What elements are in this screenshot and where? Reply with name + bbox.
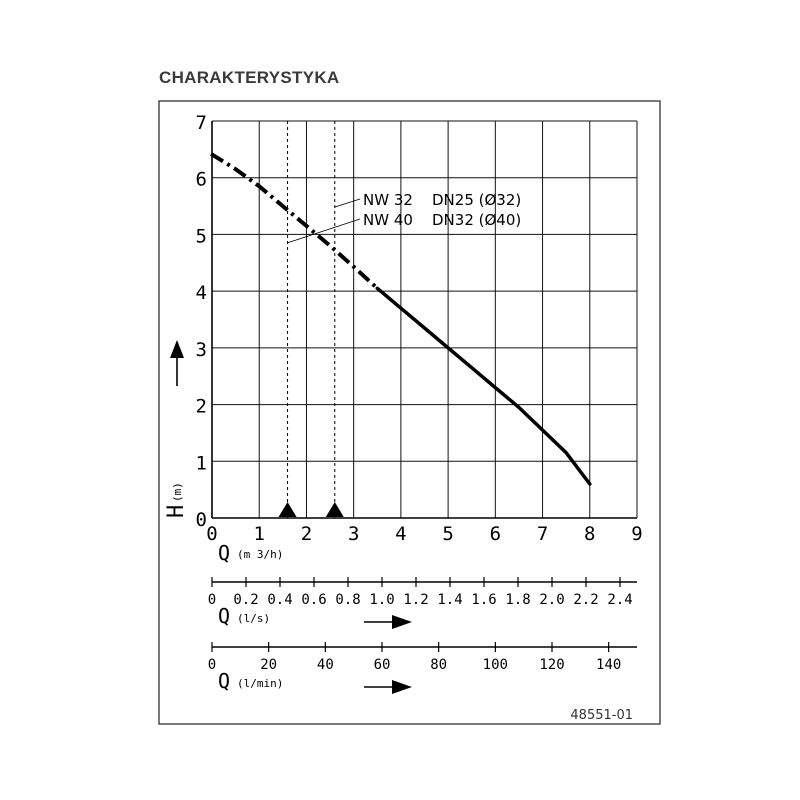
y-tick-label: 3: [196, 339, 207, 361]
x-tick-label: 5: [442, 523, 453, 545]
x2-tick-label: 2.4: [607, 592, 632, 608]
y-axis: 0 1 2 3 4 5 6 7: [196, 112, 207, 531]
pump-curve: [210, 152, 592, 486]
x2-tick-label: 0.6: [301, 592, 326, 608]
page-title: CHARAKTERYSTYKA: [159, 68, 340, 87]
series-label-dn: DN32 (Ø40): [432, 211, 521, 229]
x2-tick-label: 1.2: [403, 592, 428, 608]
x3-arrow-icon: [364, 680, 412, 694]
x-tick-label: 2: [301, 523, 312, 545]
y-arrow-icon: [170, 340, 184, 386]
x2-tick-label: 0.4: [267, 592, 292, 608]
markers: [278, 502, 344, 517]
x-tick-label: 7: [537, 523, 548, 545]
y-tick-label: 0: [196, 509, 207, 531]
x2-tick-label: 2.2: [573, 592, 598, 608]
x3-tick-label: 80: [430, 657, 447, 673]
x-tick-label: 9: [631, 523, 642, 545]
y-tick-label: 5: [196, 225, 207, 247]
x-tick-label: 6: [490, 523, 501, 545]
series-label-nw: NW 32: [363, 191, 413, 209]
series-leader-line: [334, 198, 361, 208]
x2-axis-unit: (l/s): [237, 612, 270, 625]
triangle-marker-icon: [278, 502, 297, 517]
series-label-nw: NW 40: [363, 211, 413, 229]
series-leader-line: [286, 218, 361, 244]
series-labels: NW 32 DN25 (Ø32) NW 40 DN32 (Ø40): [286, 191, 521, 244]
curve-dashdot-segment: [210, 152, 379, 290]
x2-axis-label: Q: [218, 604, 230, 628]
grid: [211, 120, 638, 519]
x-tick-label: 8: [584, 523, 595, 545]
x2-tick-label: 0.2: [233, 592, 258, 608]
x3-tick-label: 0: [208, 657, 216, 673]
y-tick-label: 6: [196, 169, 207, 191]
x2-tick-label: 1.8: [505, 592, 530, 608]
x-tick-label: 3: [348, 523, 359, 545]
x3-tick-label: 120: [539, 657, 564, 673]
dashed-reference-lines: [287, 121, 336, 518]
x2-tick-label: 1.6: [471, 592, 496, 608]
x3-tick-label: 100: [483, 657, 508, 673]
y-axis-unit: (m): [171, 482, 184, 502]
figure-code: 48551-01: [570, 708, 633, 723]
x-axis-m3h: 0 1 2 3 4 5 6 7 8 9: [206, 523, 642, 545]
y-tick-label: 2: [196, 396, 207, 418]
chart-frame: [158, 100, 661, 725]
x3-tick-label: 40: [317, 657, 334, 673]
x3-axis-unit: (l/min): [237, 677, 283, 690]
x3-tick-label: 60: [374, 657, 391, 673]
y-axis-label: H: [164, 505, 189, 518]
x-axis-lmin: 0 20 40 60 80 100 120 140: [208, 642, 637, 673]
y-tick-label: 4: [196, 282, 207, 304]
x-axis-ls: 0 0.2 0.4 0.6 0.8 1.0 1.2 1.4 1.6 1.8 2.0 2.2 2.4: [208, 577, 637, 608]
x-tick-label: 0: [206, 523, 217, 545]
x2-tick-label: 0.8: [335, 592, 360, 608]
x-axis-unit: (m 3/h): [237, 548, 283, 561]
x2-tick-label: 0: [208, 592, 216, 608]
triangle-marker-icon: [325, 502, 344, 517]
y-tick-label: 7: [196, 112, 207, 134]
series-label-dn: DN25 (Ø32): [432, 191, 521, 209]
x-axis-label: Q: [218, 541, 230, 565]
x-tick-label: 1: [253, 523, 264, 545]
x3-axis-label: Q: [218, 669, 230, 693]
x2-arrow-icon: [364, 615, 412, 629]
x2-tick-label: 1.0: [369, 592, 394, 608]
x3-tick-label: 140: [596, 657, 621, 673]
x-tick-label: 4: [395, 523, 406, 545]
curve-solid-segment: [375, 286, 592, 486]
x3-tick-label: 20: [260, 657, 277, 673]
y-tick-label: 1: [196, 452, 207, 474]
x2-tick-label: 2.0: [539, 592, 564, 608]
x2-tick-label: 1.4: [437, 592, 462, 608]
